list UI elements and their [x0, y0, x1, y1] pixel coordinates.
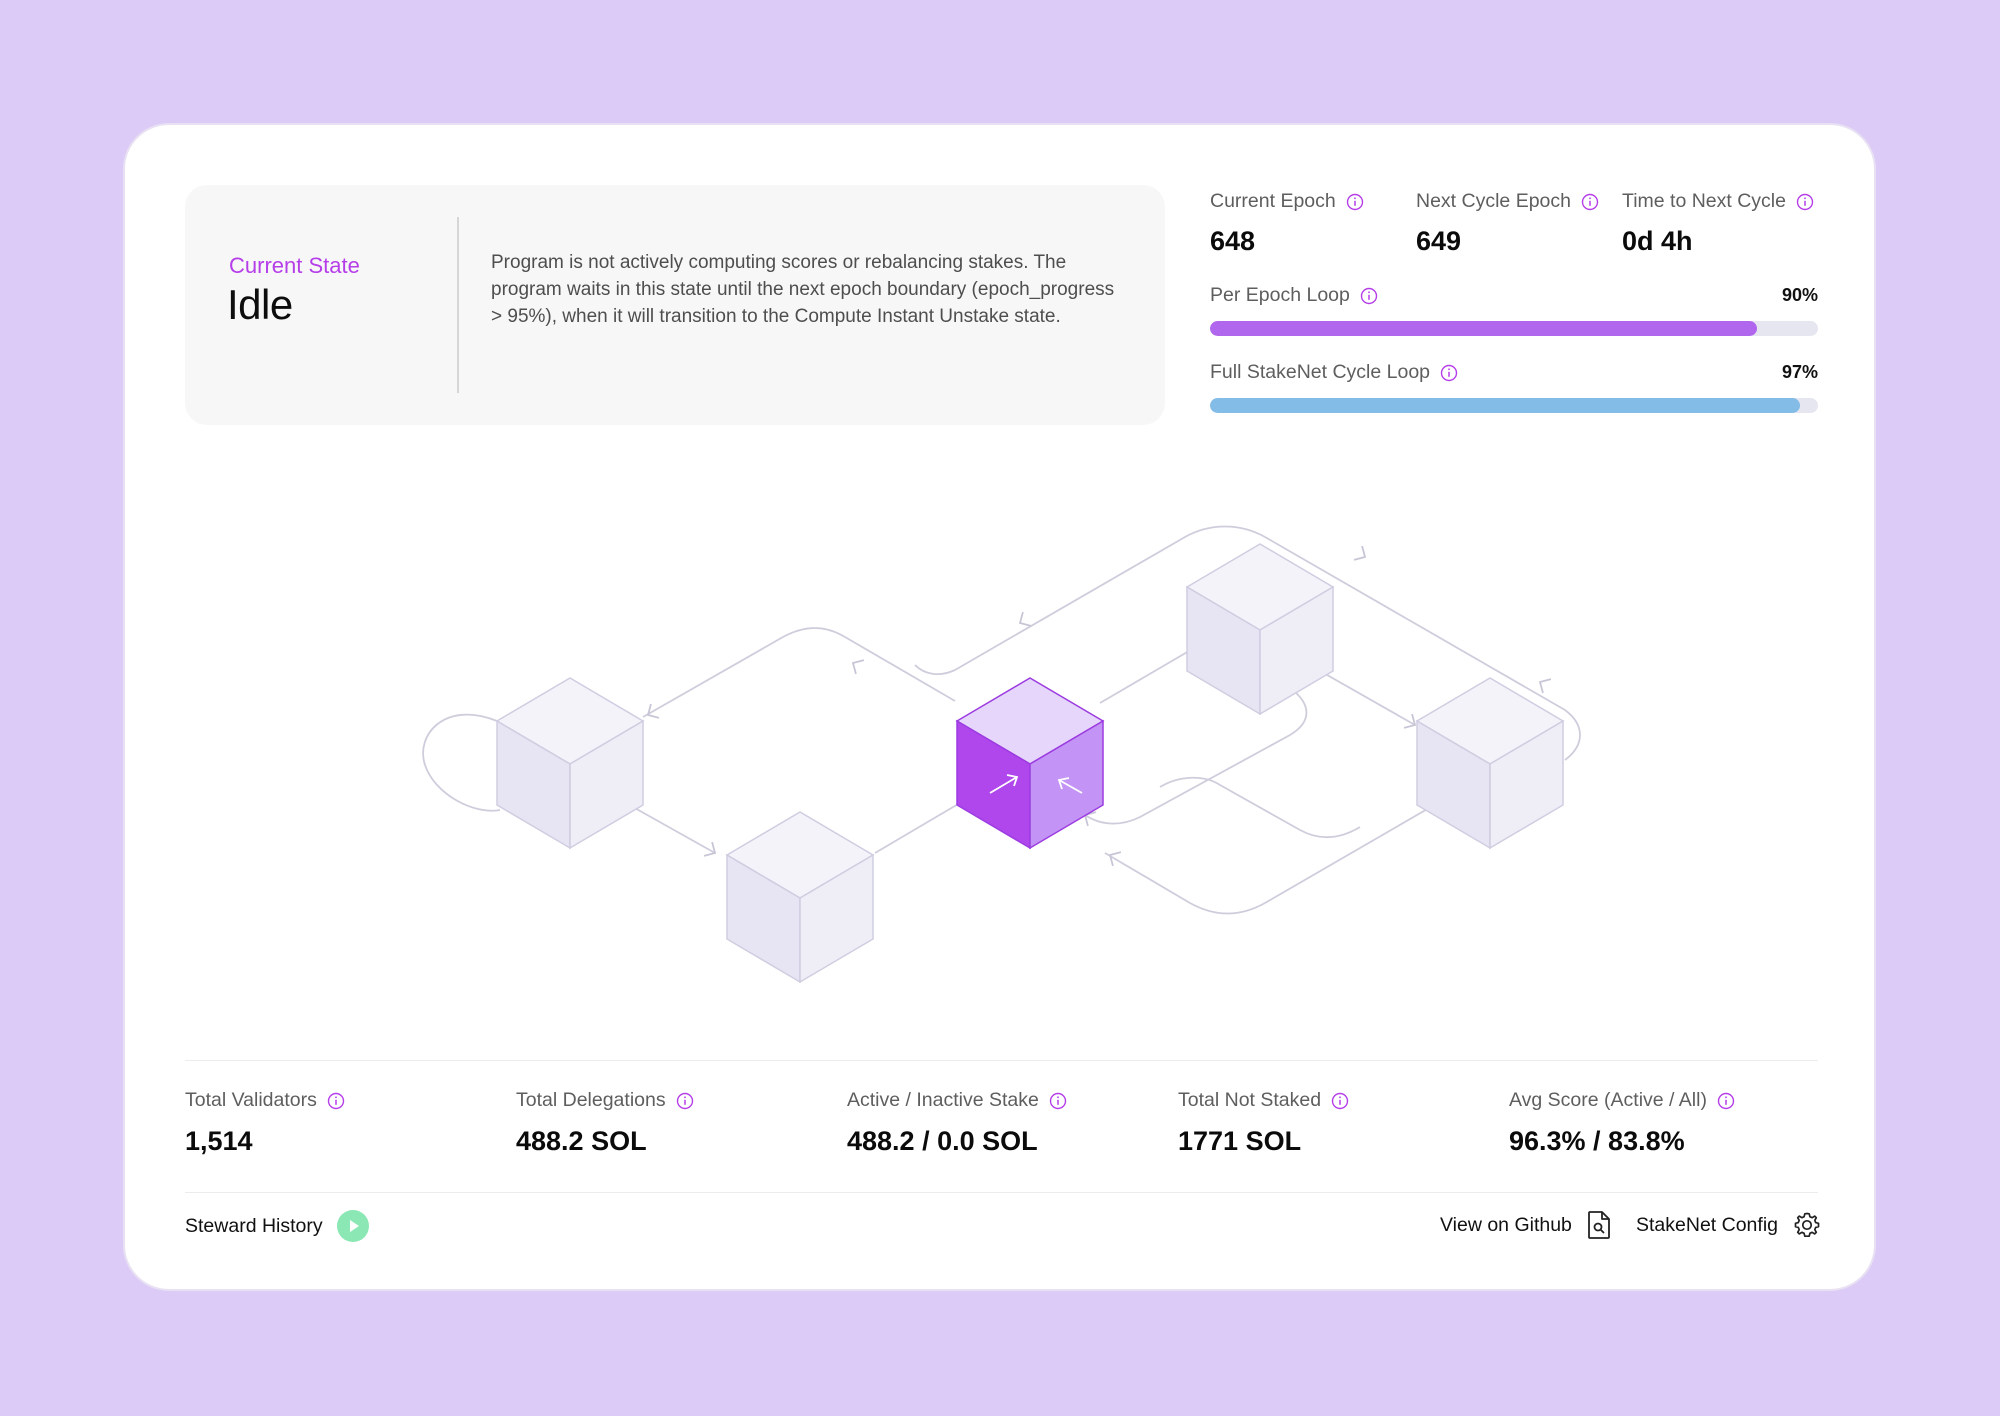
- active-inactive-stake-label: Active / Inactive Stake: [847, 1089, 1039, 1111]
- per-epoch-loop-track: [1210, 321, 1818, 336]
- next-cycle-epoch-metric: Next Cycle Epoch 649: [1416, 190, 1599, 257]
- current-epoch-metric: Current Epoch 648: [1210, 190, 1364, 257]
- current-epoch-value: 648: [1210, 226, 1256, 256]
- info-icon[interactable]: [1796, 193, 1814, 211]
- next-cycle-epoch-value: 649: [1416, 226, 1462, 256]
- avg-score-label: Avg Score (Active / All): [1509, 1089, 1707, 1111]
- full-stakenet-cycle-progress: Full StakeNet Cycle Loop 97%: [1210, 361, 1818, 413]
- time-to-next-cycle-metric: Time to Next Cycle 0d 4h: [1622, 190, 1814, 257]
- full-stakenet-cycle-percent: 97%: [1781, 362, 1818, 382]
- time-to-next-cycle-value: 0d 4h: [1622, 226, 1693, 256]
- cube-top: [1185, 543, 1335, 716]
- stats-divider-top: [185, 1060, 1818, 1061]
- stakenet-config-label: StakeNet Config: [1636, 1213, 1778, 1236]
- info-icon[interactable]: [1440, 364, 1458, 382]
- document-search-icon: [1588, 1211, 1610, 1239]
- current-epoch-label: Current Epoch: [1210, 190, 1336, 212]
- view-on-github-label: View on Github: [1440, 1213, 1572, 1236]
- cube-right: [1415, 677, 1565, 850]
- cube-bottom: [725, 811, 875, 984]
- gear-icon: [1794, 1212, 1820, 1238]
- current-state-panel: Current State Idle Program is not active…: [185, 185, 1165, 425]
- total-delegations-value: 488.2 SOL: [516, 1126, 647, 1156]
- steward-history-link[interactable]: Steward History: [185, 1210, 369, 1242]
- total-validators-stat: Total Validators 1,514: [185, 1089, 345, 1157]
- current-state-value: Idle: [227, 281, 293, 328]
- total-validators-label: Total Validators: [185, 1089, 317, 1111]
- per-epoch-loop-progress: Per Epoch Loop 90%: [1210, 284, 1818, 336]
- full-stakenet-cycle-fill: [1210, 398, 1800, 413]
- total-validators-value: 1,514: [185, 1126, 253, 1156]
- state-description: Program is not actively computing scores…: [491, 252, 1115, 327]
- steward-history-label: Steward History: [185, 1214, 323, 1237]
- stakenet-config-link[interactable]: StakeNet Config: [1636, 1210, 1822, 1240]
- info-icon[interactable]: [1717, 1092, 1735, 1110]
- next-cycle-epoch-label: Next Cycle Epoch: [1416, 190, 1571, 212]
- info-icon[interactable]: [676, 1092, 694, 1110]
- play-icon[interactable]: [336, 1210, 369, 1242]
- total-not-staked-stat: Total Not Staked 1771 SOL: [1178, 1089, 1349, 1157]
- total-not-staked-label: Total Not Staked: [1178, 1089, 1322, 1111]
- avg-score-value: 96.3% / 83.8%: [1509, 1126, 1685, 1156]
- path-to-idle: [642, 627, 956, 718]
- cube-left: [495, 677, 645, 850]
- path-lower-middle: [1159, 776, 1361, 839]
- info-icon[interactable]: [1346, 193, 1364, 211]
- per-epoch-loop-fill: [1210, 321, 1758, 336]
- per-epoch-loop-label: Per Epoch Loop: [1210, 284, 1350, 306]
- active-inactive-stake-value: 488.2 / 0.0 SOL: [847, 1126, 1038, 1156]
- info-icon[interactable]: [1331, 1092, 1349, 1110]
- self-loop-path: [422, 713, 501, 812]
- path-top-loop: [914, 525, 1581, 761]
- full-stakenet-cycle-track: [1210, 398, 1818, 413]
- view-on-github-link[interactable]: View on Github: [1440, 1210, 1612, 1240]
- dashboard-card: Current State Idle Program is not active…: [123, 123, 1876, 1291]
- total-delegations-label: Total Delegations: [516, 1089, 666, 1111]
- full-stakenet-cycle-label: Full StakeNet Cycle Loop: [1210, 361, 1431, 383]
- stats-divider-bottom: [185, 1192, 1818, 1193]
- state-machine-diagram: [422, 525, 1581, 984]
- total-delegations-stat: Total Delegations 488.2 SOL: [516, 1089, 694, 1157]
- path-right-lower-loop: [1104, 792, 1456, 915]
- info-icon[interactable]: [327, 1092, 345, 1110]
- current-state-label: Current State: [229, 253, 360, 278]
- per-epoch-loop-percent: 90%: [1781, 285, 1818, 305]
- info-icon[interactable]: [1581, 193, 1599, 211]
- info-icon[interactable]: [1360, 287, 1378, 305]
- path-bottom-to-center: [874, 799, 966, 854]
- avg-score-stat: Avg Score (Active / All) 96.3% / 83.8%: [1509, 1089, 1735, 1157]
- cube-active: [955, 677, 1105, 850]
- active-inactive-stake-stat: Active / Inactive Stake 488.2 / 0.0 SOL: [847, 1089, 1067, 1157]
- state-divider: [457, 217, 459, 393]
- time-to-next-cycle-label: Time to Next Cycle: [1622, 190, 1786, 212]
- total-not-staked-value: 1771 SOL: [1178, 1126, 1302, 1156]
- info-icon[interactable]: [1049, 1092, 1067, 1110]
- path-inner-loop: [1084, 684, 1308, 825]
